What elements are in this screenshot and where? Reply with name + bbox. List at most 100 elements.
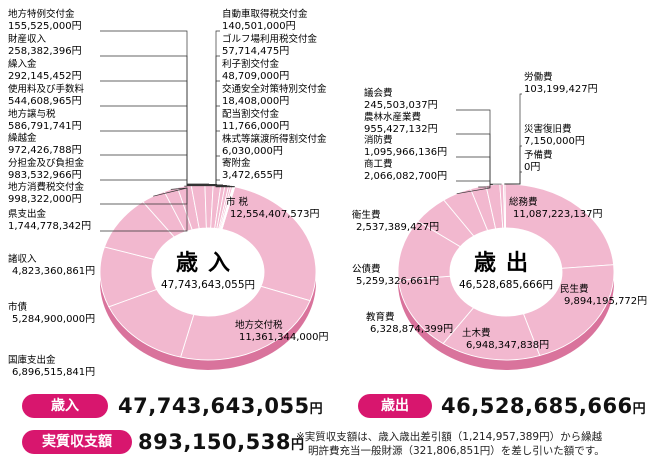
expenditure-label-4: 公債費 xyxy=(352,263,381,275)
expenditure-label-10: 労働費 xyxy=(524,71,553,83)
expenditure-value-6: 2,066,082,700円 xyxy=(364,171,447,182)
expenditure-value-11: 7,150,000円 xyxy=(524,136,585,147)
revenue-label-2: 国庫支出金 xyxy=(8,354,56,366)
expenditure-label-1: 民生費 xyxy=(560,283,589,295)
balance-note: ※実質収支額は、歳入歳出差引額（1,214,957,389円）から繰越 明許費充… xyxy=(296,430,656,458)
revenue-center-title: 歳入 xyxy=(176,251,240,276)
revenue-value-18: 11,766,000円 xyxy=(222,121,289,132)
revenue-value-9: 586,791,741円 xyxy=(8,121,82,132)
expenditure-leader-7 xyxy=(456,156,491,188)
expenditure-value-2: 6,948,347,838円 xyxy=(466,340,549,351)
revenue-label-12: 財産収入 xyxy=(8,33,47,45)
balance-badge-label: 実質収支額 xyxy=(42,434,112,450)
revenue-label-3: 市債 xyxy=(8,301,28,313)
revenue-leader-13 xyxy=(100,30,230,187)
expenditure-label-9: 議会費 xyxy=(364,87,393,99)
revenue-total-amount: 47,743,643,055 xyxy=(118,394,310,418)
revenue-value-14: 140,501,000円 xyxy=(222,21,296,32)
revenue-value-12: 258,382,396円 xyxy=(8,46,82,57)
revenue-value-10: 544,608,965円 xyxy=(8,96,82,107)
revenue-value-6: 998,322,000円 xyxy=(8,194,82,205)
revenue-label-6: 地方消費税交付金 xyxy=(8,181,85,193)
revenue-label-16: 利子割交付金 xyxy=(222,58,280,70)
expenditure-total-yen: 円 xyxy=(632,402,647,417)
revenue-value-5: 1,744,778,342円 xyxy=(8,221,91,232)
expenditure-label-12: 予備費 xyxy=(524,149,553,161)
expenditure-label-0: 総務費 xyxy=(509,196,538,208)
revenue-label-7: 分担金及び負担金 xyxy=(8,157,85,169)
balance-note-line2: 明許費充当一般財源（321,806,851円）を差し引いた額です。 xyxy=(308,445,605,457)
revenue-label-8: 繰越金 xyxy=(8,132,37,144)
revenue-label-9: 地方譲与税 xyxy=(8,108,56,120)
expenditure-label-2: 土木費 xyxy=(462,327,491,339)
revenue-label-13: 地方特例交付金 xyxy=(8,8,75,20)
revenue-center-total: 47,743,643,055円 xyxy=(161,279,255,291)
expenditure-value-4: 5,259,326,661円 xyxy=(356,276,439,287)
expenditure-leader-8 xyxy=(456,133,493,186)
revenue-value-20: 3,472,655円 xyxy=(222,170,283,181)
revenue-value-17: 18,408,000円 xyxy=(222,96,289,107)
expenditure-slice-11 xyxy=(504,183,506,229)
revenue-leader-11 xyxy=(100,80,224,186)
revenue-value-8: 972,426,788円 xyxy=(8,145,82,156)
expenditure-label-3: 教育費 xyxy=(366,311,395,323)
revenue-value-13: 155,525,000円 xyxy=(8,21,82,32)
revenue-value-2: 6,896,515,841円 xyxy=(12,367,95,378)
expenditure-badge: 歳出 xyxy=(358,394,432,418)
revenue-label-4: 諸収入 xyxy=(8,253,37,265)
expenditure-label-8: 農林水産業費 xyxy=(364,111,421,123)
revenue-leader-10 xyxy=(100,105,218,185)
balance-total-yen: 円 xyxy=(290,438,305,453)
revenue-leader-9 xyxy=(100,130,210,185)
revenue-label-15: ゴルフ場利用税交付金 xyxy=(222,33,318,45)
revenue-leader-5 xyxy=(100,187,188,232)
balance-total: 893,150,538円 xyxy=(138,430,304,454)
revenue-leader-12 xyxy=(100,55,227,186)
expenditure-ring-hole xyxy=(450,228,562,316)
expenditure-label-6: 商工費 xyxy=(364,158,393,170)
balance-badge: 実質収支額 xyxy=(22,430,132,454)
revenue-value-15: 57,714,475円 xyxy=(222,46,289,57)
expenditure-center-total: 46,528,685,666円 xyxy=(459,279,553,291)
expenditure-value-10: 103,199,427円 xyxy=(524,84,598,95)
expenditure-leader-9 xyxy=(456,109,502,185)
expenditure-leader-11 xyxy=(504,145,522,185)
expenditure-leader-12 xyxy=(505,171,522,185)
revenue-leader-20 xyxy=(215,179,235,188)
revenue-leader-6 xyxy=(100,187,188,205)
revenue-value-4: 4,823,360,861円 xyxy=(12,266,95,277)
revenue-value-11: 292,145,452円 xyxy=(8,71,82,82)
revenue-label-18: 配当割交付金 xyxy=(222,108,280,120)
expenditure-value-0: 11,087,223,137円 xyxy=(513,209,603,220)
revenue-value-16: 48,709,000円 xyxy=(222,71,289,82)
expenditure-label-7: 消防費 xyxy=(364,134,393,146)
expenditure-label-5: 衛生費 xyxy=(352,209,381,221)
revenue-label-20: 寄附金 xyxy=(222,157,251,169)
expenditure-value-12: 0円 xyxy=(524,162,540,173)
revenue-badge-label: 歳入 xyxy=(51,398,79,414)
revenue-leader-7 xyxy=(100,179,188,187)
revenue-total-yen: 円 xyxy=(309,402,324,417)
expenditure-value-8: 955,427,132円 xyxy=(364,124,438,135)
revenue-value-1: 11,361,344,000円 xyxy=(239,332,329,343)
revenue-label-10: 使用料及び手数料 xyxy=(8,83,85,95)
revenue-label-1: 地方交付税 xyxy=(235,319,283,331)
expenditure-value-9: 245,503,037円 xyxy=(364,100,438,111)
expenditure-total: 46,528,685,666円 xyxy=(441,394,646,418)
revenue-label-0: 市 税 xyxy=(226,196,249,208)
expenditure-badge-label: 歳出 xyxy=(381,398,409,414)
revenue-ring-hole xyxy=(152,228,264,316)
revenue-total: 47,743,643,055円 xyxy=(118,394,323,418)
revenue-label-14: 自動車取得税交付金 xyxy=(222,8,308,20)
revenue-label-5: 県支出金 xyxy=(8,208,47,220)
revenue-label-11: 繰入金 xyxy=(8,58,37,70)
expenditure-value-5: 2,537,389,427円 xyxy=(356,222,439,233)
expenditure-value-1: 9,894,195,772円 xyxy=(564,296,647,307)
expenditure-center-title: 歳出 xyxy=(474,251,538,276)
expenditure-value-3: 6,328,874,399円 xyxy=(370,324,453,335)
revenue-label-17: 交通安全対策特別交付金 xyxy=(222,83,327,95)
expenditure-leader-10 xyxy=(504,93,522,185)
expenditure-value-7: 1,095,966,136円 xyxy=(364,147,447,158)
revenue-value-7: 983,532,966円 xyxy=(8,170,82,181)
